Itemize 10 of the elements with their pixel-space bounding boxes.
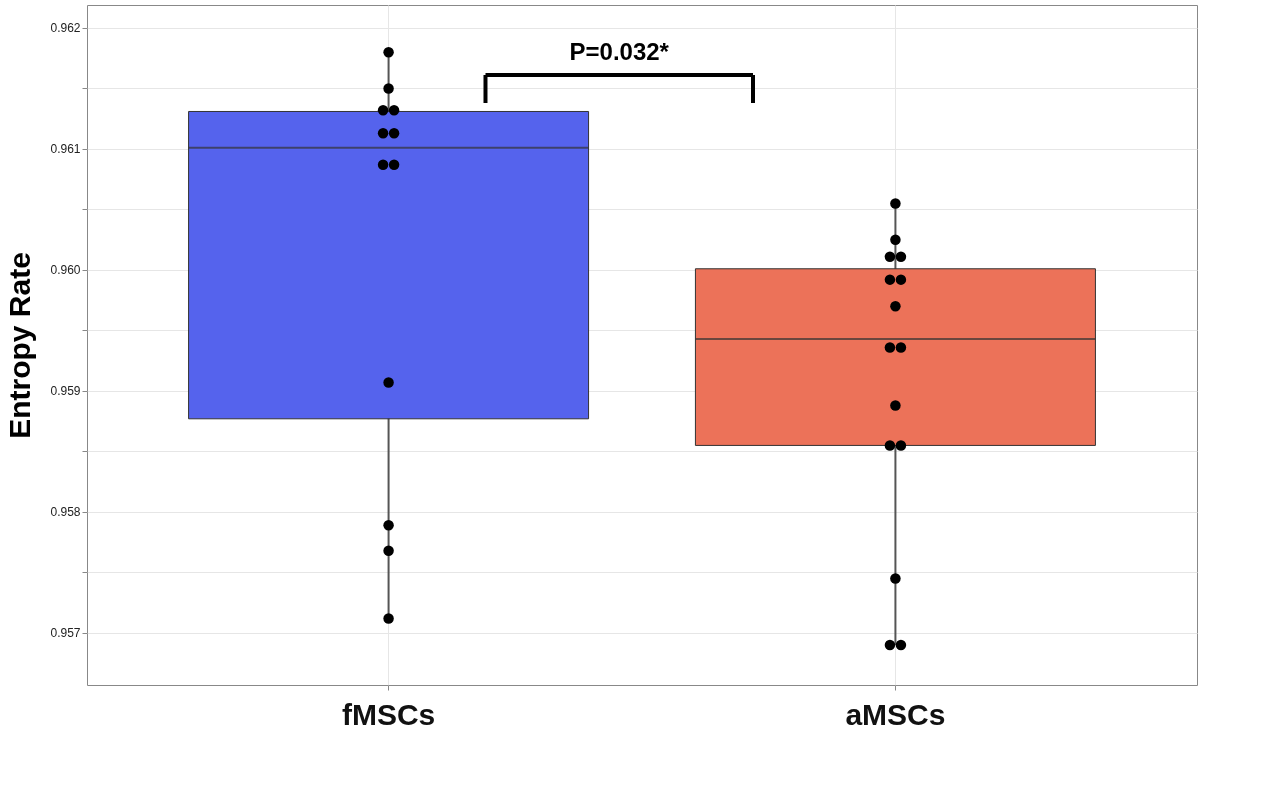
x-tick-label: fMSCs [341,697,436,731]
y-tick-label: 0.960 [50,263,81,278]
y-axis-title: Entropy Rate [3,252,37,439]
annotation: P=0.032* [569,38,670,65]
y-tick-label: 0.961 [50,142,81,157]
y-tick-label: 0.958 [50,505,81,520]
y-tick-label: 0.959 [50,384,81,399]
y-tick-label: 0.962 [50,21,81,36]
y-tick-label: 0.957 [50,626,81,641]
x-tick-label: aMSCs [845,697,946,731]
